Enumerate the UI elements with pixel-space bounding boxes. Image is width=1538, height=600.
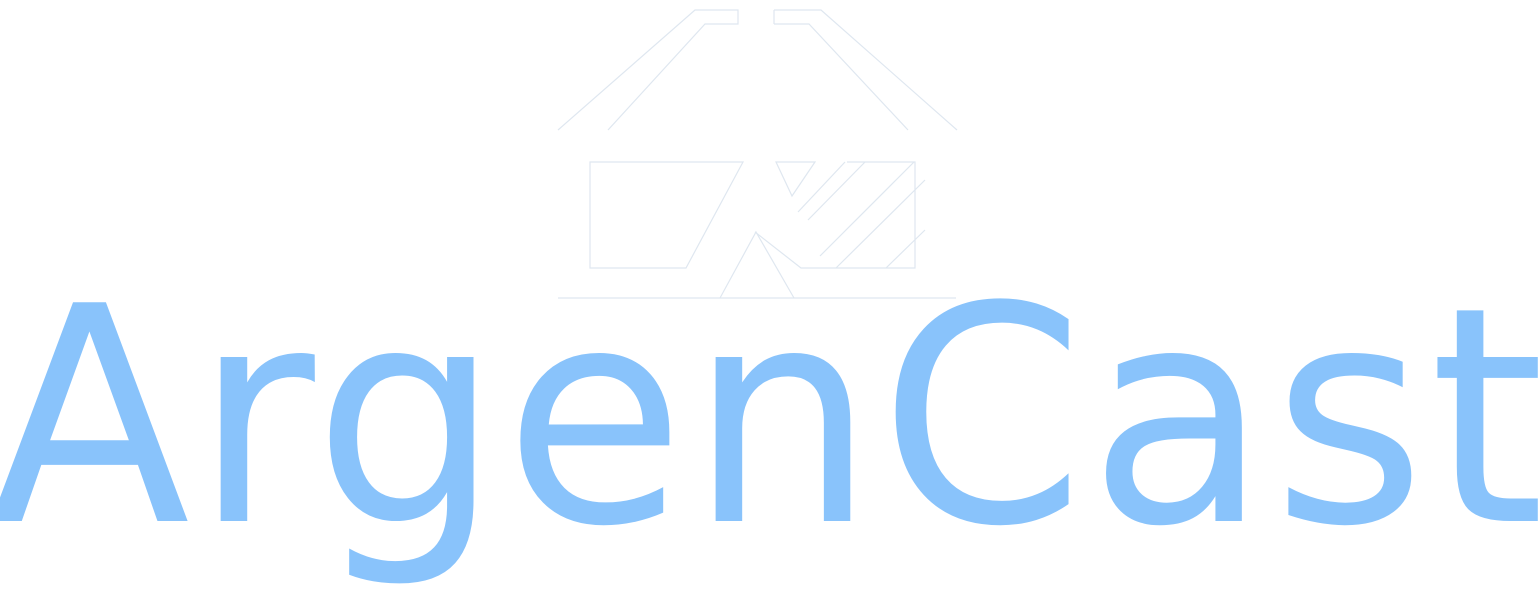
brand-name: ArgenCast xyxy=(0,243,1538,592)
wordmark: ArgenCast xyxy=(0,268,1538,598)
house-with-shelf-icon xyxy=(557,9,958,299)
